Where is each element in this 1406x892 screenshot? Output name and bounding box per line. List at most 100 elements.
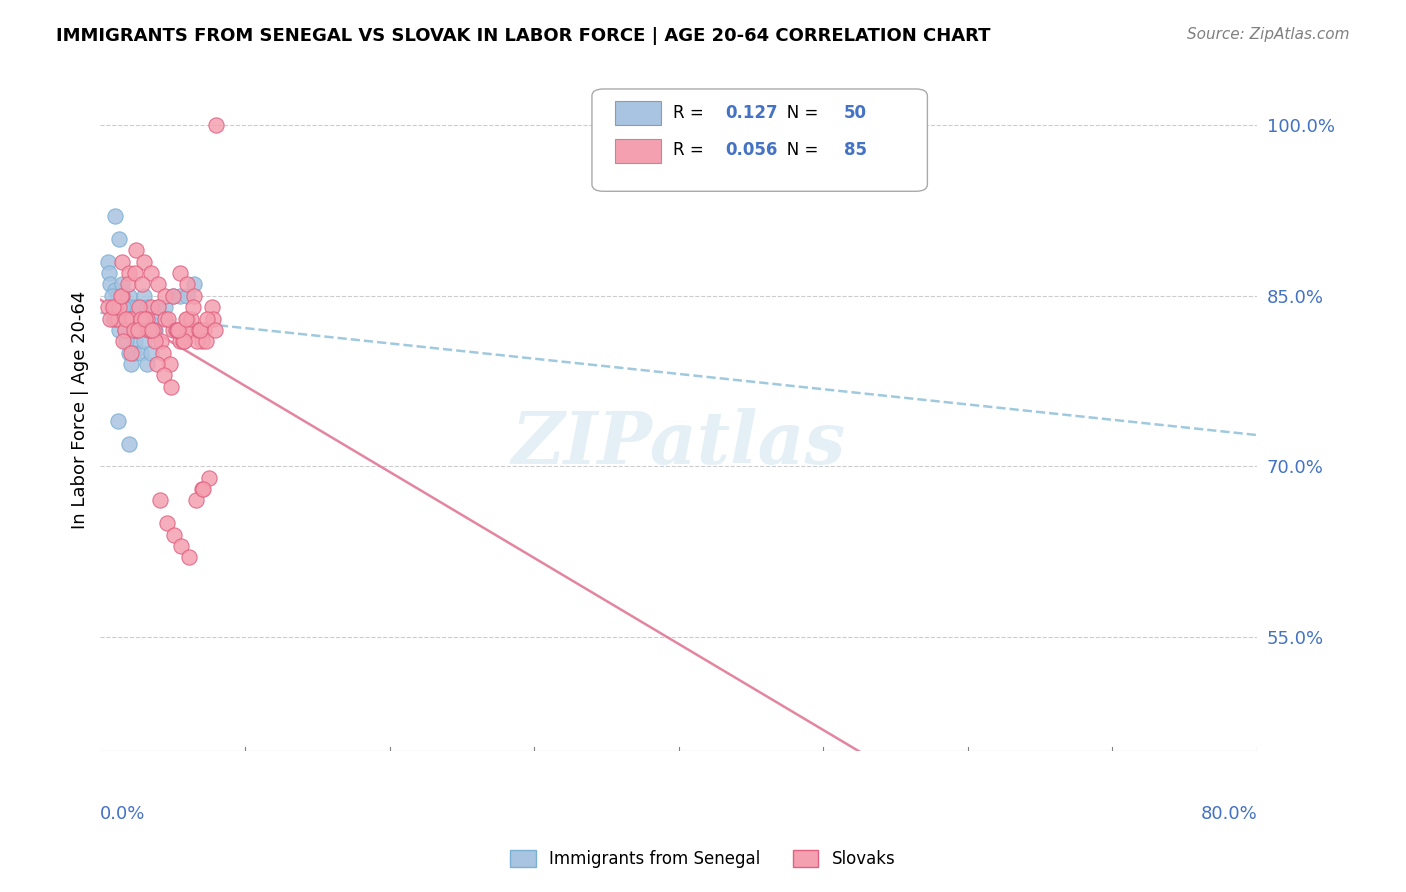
Point bbox=[143, 334, 166, 349]
Text: IMMIGRANTS FROM SENEGAL VS SLOVAK IN LABOR FORCE | AGE 20-64 CORRELATION CHART: IMMIGRANTS FROM SENEGAL VS SLOVAK IN LAB… bbox=[56, 27, 991, 45]
Point bbox=[128, 323, 150, 337]
Point bbox=[143, 323, 166, 337]
Point bbox=[132, 289, 155, 303]
Point bbox=[132, 311, 155, 326]
Point bbox=[104, 300, 127, 314]
Point bbox=[120, 357, 142, 371]
Point bbox=[174, 311, 197, 326]
Text: 0.127: 0.127 bbox=[725, 103, 778, 122]
Point bbox=[183, 277, 205, 292]
Point bbox=[112, 311, 135, 326]
Point bbox=[139, 266, 162, 280]
Point bbox=[107, 289, 129, 303]
Point bbox=[183, 323, 205, 337]
Point bbox=[115, 334, 138, 349]
Point bbox=[111, 289, 134, 303]
Point bbox=[172, 334, 194, 349]
Point bbox=[129, 311, 152, 326]
Point bbox=[120, 345, 142, 359]
Point bbox=[167, 323, 190, 337]
Point bbox=[176, 277, 198, 292]
Point bbox=[176, 289, 198, 303]
Point bbox=[97, 254, 120, 268]
Point bbox=[139, 311, 162, 326]
Point bbox=[139, 300, 162, 314]
Point bbox=[201, 300, 224, 314]
Point bbox=[195, 311, 218, 326]
Text: 85: 85 bbox=[844, 141, 868, 160]
Point bbox=[117, 277, 139, 292]
Point bbox=[114, 323, 136, 337]
Point bbox=[101, 300, 124, 314]
Legend: Immigrants from Senegal, Slovaks: Immigrants from Senegal, Slovaks bbox=[503, 843, 903, 875]
Point bbox=[121, 311, 143, 326]
Point bbox=[136, 323, 159, 337]
Point bbox=[129, 300, 152, 314]
Text: 80.0%: 80.0% bbox=[1201, 805, 1257, 823]
Text: N =: N = bbox=[772, 141, 824, 160]
Point bbox=[139, 345, 162, 359]
Point bbox=[153, 368, 176, 383]
Point bbox=[104, 209, 127, 223]
Point bbox=[181, 300, 204, 314]
Point bbox=[162, 289, 184, 303]
Point bbox=[122, 323, 145, 337]
Point bbox=[128, 311, 150, 326]
Point bbox=[111, 277, 134, 292]
Point bbox=[183, 289, 205, 303]
Point bbox=[149, 493, 172, 508]
Point bbox=[117, 311, 139, 326]
Point bbox=[97, 300, 120, 314]
Point bbox=[169, 289, 191, 303]
Point bbox=[124, 266, 146, 280]
Point bbox=[194, 334, 217, 349]
Point bbox=[155, 311, 177, 326]
Point bbox=[101, 289, 124, 303]
Point bbox=[110, 289, 132, 303]
Point bbox=[129, 345, 152, 359]
Text: 0.0%: 0.0% bbox=[100, 805, 146, 823]
Point bbox=[160, 380, 183, 394]
FancyBboxPatch shape bbox=[592, 89, 928, 191]
Point bbox=[152, 345, 174, 359]
Point bbox=[121, 311, 143, 326]
Text: N =: N = bbox=[772, 103, 824, 122]
Point bbox=[176, 311, 198, 326]
Point bbox=[131, 277, 153, 292]
Point bbox=[125, 323, 148, 337]
Point bbox=[118, 266, 141, 280]
Text: ZIPatlas: ZIPatlas bbox=[512, 409, 846, 479]
Point bbox=[122, 323, 145, 337]
Point bbox=[170, 539, 193, 553]
Bar bbox=[614, 102, 661, 125]
Point bbox=[159, 357, 181, 371]
Point bbox=[184, 493, 207, 508]
Text: 50: 50 bbox=[844, 103, 868, 122]
Point bbox=[166, 323, 188, 337]
Point bbox=[145, 357, 167, 371]
Point bbox=[202, 311, 225, 326]
Point bbox=[132, 334, 155, 349]
Point bbox=[115, 300, 138, 314]
Point bbox=[111, 254, 134, 268]
Point bbox=[205, 119, 228, 133]
Point bbox=[127, 311, 149, 326]
Point bbox=[190, 482, 212, 496]
Point bbox=[180, 311, 202, 326]
Point bbox=[187, 323, 209, 337]
Point bbox=[148, 300, 170, 314]
Point bbox=[132, 254, 155, 268]
Point bbox=[186, 334, 208, 349]
Point bbox=[125, 244, 148, 258]
Point bbox=[169, 266, 191, 280]
Point bbox=[150, 334, 173, 349]
Point bbox=[108, 323, 131, 337]
Point bbox=[124, 334, 146, 349]
Point bbox=[100, 311, 122, 326]
Point bbox=[114, 323, 136, 337]
Point bbox=[118, 436, 141, 450]
Text: R =: R = bbox=[673, 103, 714, 122]
Point bbox=[122, 345, 145, 359]
Point bbox=[118, 289, 141, 303]
Point bbox=[141, 323, 163, 337]
